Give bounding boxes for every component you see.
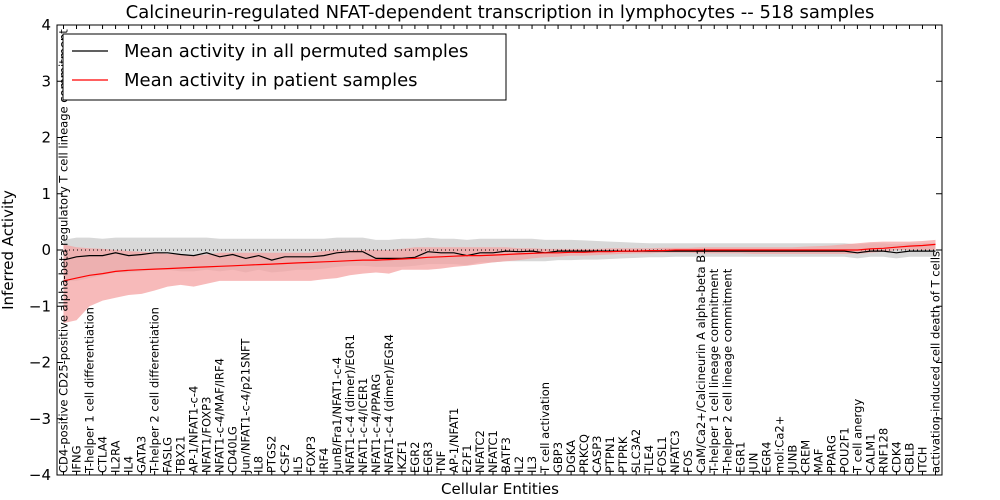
x-category-label: T-helper 1 cell differentiation xyxy=(83,307,97,474)
x-category-label: POU2F1 xyxy=(837,427,851,473)
x-category-label: CSF2 xyxy=(278,444,292,473)
x-category-label: IRF4 xyxy=(317,448,331,473)
x-category-label: IL5 xyxy=(291,456,305,473)
x-category-label: PTPN1 xyxy=(603,436,617,473)
x-category-label: BATF3 xyxy=(499,437,513,473)
confidence-bands xyxy=(63,237,936,324)
x-category-label: NFAT1/FOXP3 xyxy=(200,397,214,473)
x-category-label: CBLB xyxy=(903,443,917,473)
plot-frame xyxy=(56,24,943,476)
x-category-label: T cell activation xyxy=(538,382,552,474)
x-category-label: IL2 xyxy=(512,456,526,473)
x-category-label: mol:Ca2+ xyxy=(772,416,786,473)
x-category-label: CTLA4 xyxy=(96,436,110,473)
x-category-label: PRKCQ xyxy=(577,434,591,473)
y-tick-label: −2 xyxy=(29,354,51,372)
x-category-label: T-helper 1 cell lineage commitment xyxy=(707,268,721,474)
x-category-label: CASP3 xyxy=(590,436,604,473)
x-category-label: CD40LG xyxy=(226,426,240,473)
x-category-label: DGKA xyxy=(564,440,578,473)
x-category-labels: CD4-positive CD25-positive alpha-beta re… xyxy=(57,25,943,475)
legend-box xyxy=(62,33,507,101)
x-category-label: CALM1 xyxy=(863,433,877,473)
x-category-label: JUNB xyxy=(785,445,799,474)
x-category-label: EGR3 xyxy=(421,442,435,474)
x-category-label: GBP3 xyxy=(551,442,565,473)
legend-label-permuted: Mean activity in all permuted samples xyxy=(124,41,468,62)
y-axis-label: Inferred Activity xyxy=(0,190,17,310)
x-category-label: T-helper 2 cell differentiation xyxy=(148,307,162,474)
patient-mean-line xyxy=(63,243,936,282)
x-category-label: FOSL1 xyxy=(655,436,669,473)
x-category-label: activation-induced cell death of T cells xyxy=(929,251,943,473)
x-category-label: T-helper 2 cell lineage commitment xyxy=(720,268,734,474)
y-tick-label: 4 xyxy=(41,16,51,34)
x-category-label: NFATC2 xyxy=(473,430,487,473)
x-category-label: NFATC1 xyxy=(486,430,500,473)
x-category-label: PTPRK xyxy=(616,436,630,473)
x-category-label: NFAT1-c-4 (dimer)/EGR1 xyxy=(343,334,357,473)
x-category-label: PTGS2 xyxy=(265,436,279,474)
x-category-label: IFNG xyxy=(70,445,84,473)
legend: Mean activity in all permuted samples Me… xyxy=(62,33,507,101)
x-category-label: JunB/Fra1/NFAT1-c-4 xyxy=(330,357,344,474)
x-category-label: IL3 xyxy=(525,456,539,473)
series-lines xyxy=(63,243,936,282)
y-tick-label: −3 xyxy=(29,410,51,428)
y-tick-label: 0 xyxy=(41,241,51,259)
x-category-label: TLE4 xyxy=(642,445,656,474)
x-category-label: NFAT1-c-4 (dimer)/EGR4 xyxy=(382,334,396,473)
x-category-label: FOS xyxy=(681,450,695,473)
x-category-label: GATA3 xyxy=(135,436,149,473)
x-category-label: NFATC3 xyxy=(668,430,682,473)
y-tick-label: 3 xyxy=(41,72,51,90)
x-category-label: FOXP3 xyxy=(304,436,318,473)
x-category-label: NFAT1-c-4/ICER1 xyxy=(356,378,370,473)
x-category-label: FASLG xyxy=(161,437,175,473)
x-category-label: NFAT1-c-4/MAF/IRF4 xyxy=(213,358,227,473)
x-category-label: CDK4 xyxy=(889,441,903,473)
x-category-label: AP-1/NFAT1 xyxy=(447,408,461,473)
x-category-label: IL8 xyxy=(252,456,266,473)
x-category-label: SLC3A2 xyxy=(629,429,643,473)
patient-confidence-band xyxy=(63,239,936,324)
chart-title: Calcineurin-regulated NFAT-dependent tra… xyxy=(126,2,875,23)
x-category-label: EGR2 xyxy=(408,442,422,474)
y-tick-label: 2 xyxy=(41,129,51,147)
x-category-label: CREM xyxy=(798,440,812,473)
x-category-label: PPARG xyxy=(824,435,838,473)
x-category-label: ITCH xyxy=(916,447,930,473)
x-category-label: TBX21 xyxy=(174,436,188,474)
x-category-label: T cell anergy xyxy=(850,399,864,474)
x-category-label: EGR4 xyxy=(759,442,773,474)
y-tick-label: 1 xyxy=(41,185,51,203)
y-axis-ticks: −4 −3 −2 −1 0 1 2 3 4 xyxy=(29,16,942,484)
x-category-label: RNF128 xyxy=(876,428,890,473)
x-category-label: JUN xyxy=(746,453,760,474)
x-category-label: E2F1 xyxy=(460,444,474,473)
x-category-label: Jun/NFAT1-c-4/p21SNFT xyxy=(239,338,253,474)
legend-label-patient: Mean activity in patient samples xyxy=(124,70,418,91)
x-axis-label: Cellular Entities xyxy=(441,480,559,498)
x-category-label: NFAT1-c-4/PPARG xyxy=(369,374,383,473)
x-category-label: EGR1 xyxy=(733,442,747,474)
x-category-label: IL4 xyxy=(122,456,136,473)
y-tick-label: −4 xyxy=(29,466,51,484)
x-category-label: IL2RA xyxy=(109,440,123,473)
x-category-label: IKZF1 xyxy=(395,440,409,473)
x-category-label: AP-1/NFAT1-c-4 xyxy=(187,386,201,473)
x-category-label: CaM/Ca2+/Calcineurin A alpha-beta B1 xyxy=(694,248,708,473)
permuted-mean-line xyxy=(63,250,936,261)
x-category-label: TNF xyxy=(434,451,448,474)
y-tick-label: −1 xyxy=(29,297,51,315)
x-category-label: CD4-positive CD25-positive alpha-beta re… xyxy=(57,29,71,473)
x-category-label: MAF xyxy=(811,449,825,473)
